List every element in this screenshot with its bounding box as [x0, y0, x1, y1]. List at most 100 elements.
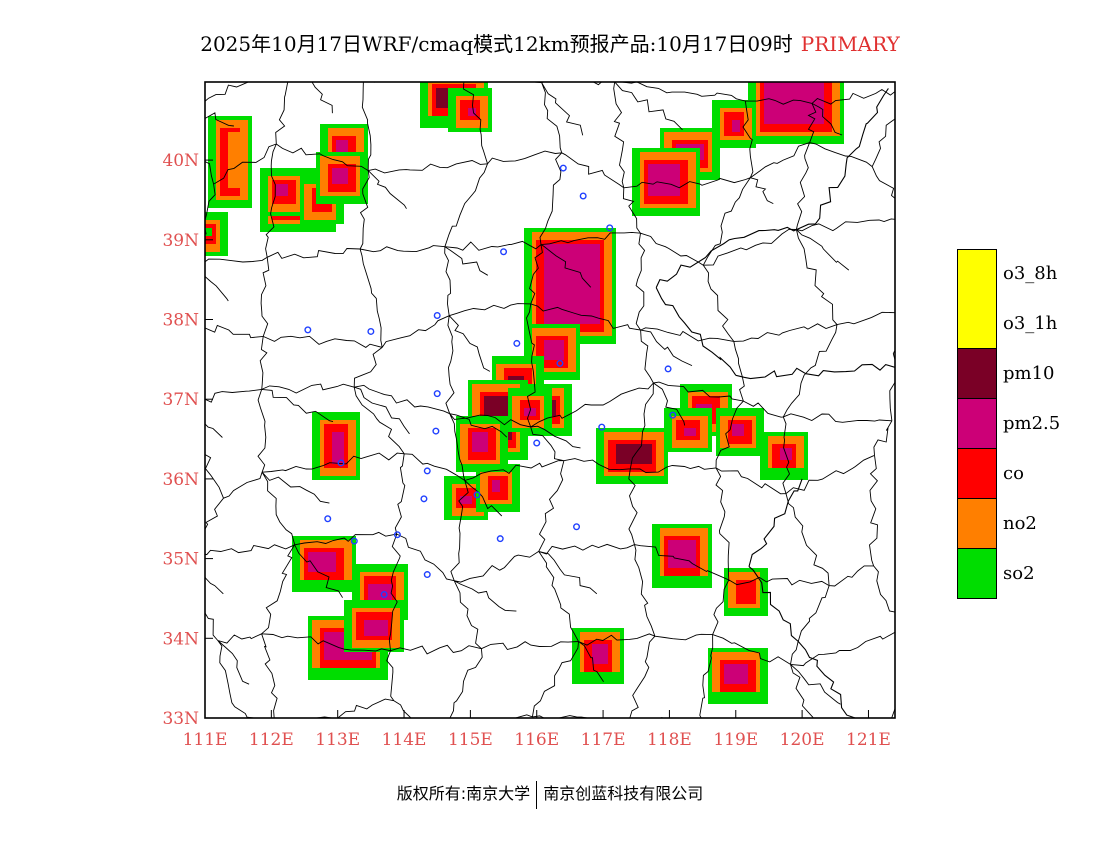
map-title-text: 2025年10月17日WRF/cmaq模式12km预报产品:10月17日09时 [200, 32, 793, 56]
city-marker [433, 390, 441, 398]
city-marker [606, 224, 614, 232]
patch-cell [308, 552, 336, 572]
patch-cell [205, 228, 212, 236]
city-marker [556, 359, 564, 367]
legend-swatch [957, 249, 997, 300]
coastline [655, 88, 895, 718]
lat-tick-label: 37N [162, 390, 199, 410]
city-marker [500, 248, 508, 256]
legend-swatch [957, 499, 997, 549]
city-marker [350, 537, 358, 545]
footer-separator [536, 780, 538, 809]
patch-cell [544, 340, 564, 360]
pollution-patch [664, 408, 712, 452]
lon-tick-label: 111E [183, 730, 228, 750]
lon-tick-label: 115E [448, 730, 493, 750]
city-marker [380, 590, 388, 598]
lon-tick-label: 117E [581, 730, 626, 750]
legend-swatch [957, 299, 997, 349]
city-marker [579, 192, 587, 200]
city-marker [337, 459, 345, 467]
patch-cell [276, 184, 288, 196]
legend-swatch [957, 449, 997, 499]
map-frame [204, 81, 896, 719]
lat-tick-label: 40N [162, 151, 199, 171]
legend-label: pm10 [1003, 363, 1055, 384]
pollution-patch [748, 82, 844, 144]
pollution-patch [724, 568, 768, 616]
boundary-lines [205, 82, 895, 718]
pollution-patch [312, 412, 360, 480]
lat-tick-label: 36N [162, 470, 199, 490]
patch-cell [684, 428, 696, 436]
city-marker [669, 411, 677, 419]
city-marker [393, 531, 401, 539]
copyright-text: 版权所有:南京大学 [396, 784, 531, 803]
pollution-patches [205, 82, 844, 704]
legend-label: pm2.5 [1003, 413, 1061, 434]
map-title: 2025年10月17日WRF/cmaq模式12km预报产品:10月17日09时 P… [0, 28, 1100, 57]
patch-cell [764, 82, 824, 124]
company-text: 南京创蓝科技有限公司 [543, 784, 704, 803]
city-marker [573, 523, 581, 531]
pollution-patch [344, 600, 404, 652]
lat-tick-label: 38N [162, 311, 199, 331]
admin-boundaries [205, 82, 895, 718]
city-marker [324, 515, 332, 523]
city-marker [559, 164, 567, 172]
pollution-patch [596, 428, 668, 484]
pollution-patch [476, 464, 520, 512]
pollution-patch [316, 152, 368, 204]
patch-cell [332, 168, 348, 184]
pollution-patch [292, 536, 356, 592]
city-marker [533, 439, 541, 447]
patch-cell [492, 480, 500, 492]
map-title-tag: PRIMARY [800, 32, 900, 56]
city-marker [473, 491, 481, 499]
axis-ticks: 111E 112E 113E 114E 115E 116E 117E 118E 119E 120E… [162, 151, 890, 750]
pollution-patch [716, 408, 764, 456]
lon-tick-label: 113E [315, 730, 360, 750]
patch-cell [616, 444, 652, 464]
patch-cell [592, 644, 608, 664]
city-marker [433, 312, 441, 320]
legend-label: o3_8h [1003, 263, 1058, 284]
lon-tick-label: 121E [846, 730, 891, 750]
patch-cell [460, 496, 472, 504]
patch-cell [740, 584, 748, 596]
lon-tick-label: 114E [382, 730, 427, 750]
lat-tick-label: 39N [162, 231, 199, 251]
pollution-patch [205, 212, 228, 256]
pollution-patch [708, 648, 768, 704]
pollution-patch [760, 432, 808, 480]
patch-cell [732, 424, 744, 436]
city-marker [664, 365, 672, 373]
patch-cell [724, 664, 748, 684]
pollution-patch [456, 416, 508, 472]
legend-label: so2 [1003, 563, 1035, 584]
patch-cell [364, 620, 388, 636]
patch-cell [668, 540, 696, 568]
city-marker [513, 339, 521, 347]
city-marker [367, 327, 375, 335]
lon-tick-label: 120E [780, 730, 825, 750]
legend-label: co [1003, 463, 1024, 484]
lon-tick-label: 116E [514, 730, 559, 750]
legend-swatch [957, 349, 997, 399]
lon-tick-label: 118E [647, 730, 692, 750]
city-marker [304, 326, 312, 334]
lat-tick-label: 35N [162, 550, 199, 570]
city-marker [420, 495, 428, 503]
pollution-patch [448, 88, 492, 132]
pollution-patch [572, 628, 624, 684]
patch-cell [732, 120, 740, 132]
city-marker [432, 427, 440, 435]
patch-cell [472, 432, 488, 452]
legend-label: no2 [1003, 513, 1037, 534]
lat-tick-label: 34N [162, 629, 199, 649]
patch-cell [332, 432, 344, 464]
city-marker [423, 571, 431, 579]
lon-tick-label: 119E [713, 730, 758, 750]
patch-cell [468, 108, 476, 116]
